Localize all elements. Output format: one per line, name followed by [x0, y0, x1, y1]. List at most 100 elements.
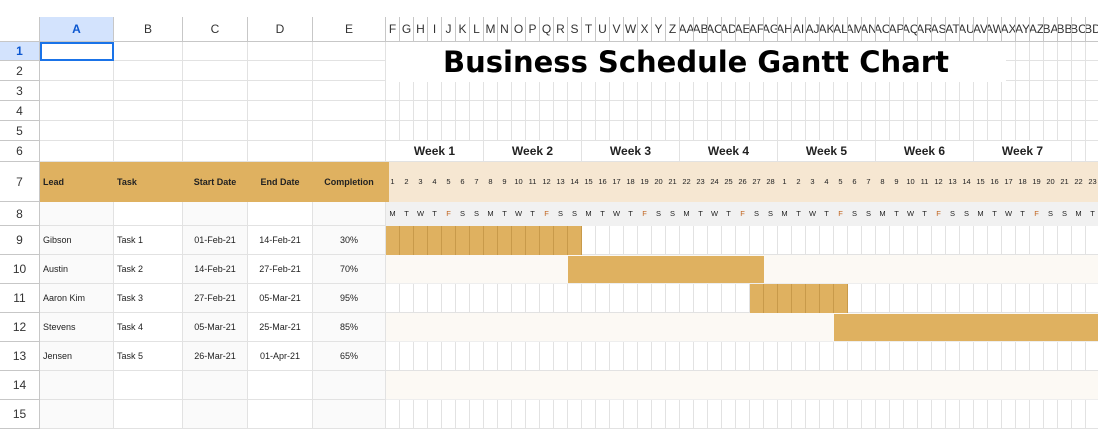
cell[interactable]: [848, 81, 862, 101]
gantt-cell[interactable]: [638, 226, 652, 255]
gantt-cell[interactable]: [624, 342, 638, 371]
cell[interactable]: [652, 101, 666, 121]
gantt-bar-segment[interactable]: [456, 226, 470, 255]
gantt-cell[interactable]: [456, 342, 470, 371]
cell[interactable]: [114, 81, 183, 101]
column-header-P[interactable]: P: [526, 17, 540, 42]
column-header-B[interactable]: B: [114, 17, 183, 42]
cell[interactable]: [248, 121, 313, 141]
cell[interactable]: [764, 81, 778, 101]
cell[interactable]: [1002, 81, 1016, 101]
cell[interactable]: [778, 81, 792, 101]
cell[interactable]: [1016, 61, 1030, 81]
cell[interactable]: [820, 101, 834, 121]
cell[interactable]: [708, 121, 722, 141]
gantt-cell[interactable]: [638, 342, 652, 371]
gantt-cell[interactable]: [638, 284, 652, 313]
gantt-cell[interactable]: [526, 284, 540, 313]
cell[interactable]: [248, 371, 313, 400]
cell[interactable]: [183, 202, 248, 226]
gantt-bar[interactable]: [834, 314, 1098, 341]
cell[interactable]: [498, 121, 512, 141]
gantt-cell[interactable]: [764, 400, 778, 429]
gantt-cell[interactable]: [400, 342, 414, 371]
gantt-cell[interactable]: [708, 342, 722, 371]
cell[interactable]: [114, 371, 183, 400]
cell[interactable]: [750, 101, 764, 121]
gantt-bar-segment[interactable]: [554, 226, 568, 255]
cell[interactable]: [1044, 61, 1058, 81]
cell[interactable]: [183, 81, 248, 101]
gantt-bar-segment[interactable]: [568, 226, 582, 255]
cell[interactable]: [1086, 101, 1098, 121]
column-header-C[interactable]: C: [183, 17, 248, 42]
row-header-12[interactable]: 12: [0, 313, 40, 342]
gantt-cell[interactable]: [974, 284, 988, 313]
gantt-cell[interactable]: [1002, 284, 1016, 313]
cell[interactable]: [890, 81, 904, 101]
gantt-cell[interactable]: [862, 284, 876, 313]
cell[interactable]: [414, 101, 428, 121]
gantt-cell[interactable]: [498, 284, 512, 313]
cell[interactable]: [932, 81, 946, 101]
task-lead[interactable]: Gibson: [40, 226, 114, 255]
column-header-O[interactable]: O: [512, 17, 526, 42]
gantt-cell[interactable]: [764, 342, 778, 371]
cell[interactable]: [470, 121, 484, 141]
cell[interactable]: [183, 371, 248, 400]
gantt-cell[interactable]: [988, 342, 1002, 371]
cell[interactable]: [114, 121, 183, 141]
cell[interactable]: [400, 101, 414, 121]
gantt-cell[interactable]: [806, 342, 820, 371]
gantt-cell[interactable]: [1030, 226, 1044, 255]
column-header-Y[interactable]: Y: [652, 17, 666, 42]
gantt-cell[interactable]: [582, 226, 596, 255]
gantt-cell[interactable]: [666, 342, 680, 371]
gantt-bar-segment[interactable]: [806, 284, 820, 313]
gantt-cell[interactable]: [988, 400, 1002, 429]
column-header-V[interactable]: V: [610, 17, 624, 42]
gantt-cell[interactable]: [750, 400, 764, 429]
cell[interactable]: [512, 81, 526, 101]
cell[interactable]: [40, 121, 114, 141]
gantt-cell[interactable]: [750, 226, 764, 255]
gantt-cell[interactable]: [414, 400, 428, 429]
gantt-cell[interactable]: [428, 284, 442, 313]
column-header-AU[interactable]: AU: [960, 17, 974, 42]
gantt-cell[interactable]: [582, 342, 596, 371]
gantt-cell[interactable]: [778, 342, 792, 371]
gantt-cell[interactable]: [624, 284, 638, 313]
gantt-cell[interactable]: [904, 284, 918, 313]
cell[interactable]: [946, 121, 960, 141]
cell[interactable]: [638, 121, 652, 141]
gantt-cell[interactable]: [1016, 226, 1030, 255]
column-header-E[interactable]: E: [313, 17, 386, 42]
column-header-D[interactable]: D: [248, 17, 313, 42]
gantt-cell[interactable]: [876, 226, 890, 255]
gantt-cell[interactable]: [848, 400, 862, 429]
cell[interactable]: [248, 101, 313, 121]
gantt-bar-segment[interactable]: [428, 226, 442, 255]
gantt-cell[interactable]: [736, 226, 750, 255]
gantt-cell[interactable]: [596, 226, 610, 255]
gantt-cell[interactable]: [918, 342, 932, 371]
gantt-cell[interactable]: [974, 400, 988, 429]
gantt-cell[interactable]: [736, 400, 750, 429]
gantt-cell[interactable]: [1030, 342, 1044, 371]
gantt-bar-segment[interactable]: [400, 226, 414, 255]
column-header-AM[interactable]: AM: [848, 17, 862, 42]
task-end[interactable]: 27-Feb-21: [248, 255, 313, 284]
column-header-H[interactable]: H: [414, 17, 428, 42]
cell[interactable]: [442, 121, 456, 141]
gantt-bar-segment[interactable]: [484, 226, 498, 255]
cell[interactable]: [1058, 61, 1072, 81]
gantt-cell[interactable]: [498, 400, 512, 429]
cell[interactable]: [1086, 81, 1098, 101]
row-header-5[interactable]: 5: [0, 121, 40, 141]
cell[interactable]: [750, 121, 764, 141]
cell[interactable]: [834, 81, 848, 101]
column-header-AK[interactable]: AK: [820, 17, 834, 42]
column-header-G[interactable]: G: [400, 17, 414, 42]
cell[interactable]: [960, 101, 974, 121]
gantt-cell[interactable]: [946, 400, 960, 429]
